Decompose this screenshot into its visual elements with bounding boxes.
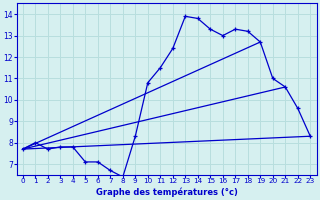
X-axis label: Graphe des températures (°c): Graphe des températures (°c) (96, 187, 237, 197)
